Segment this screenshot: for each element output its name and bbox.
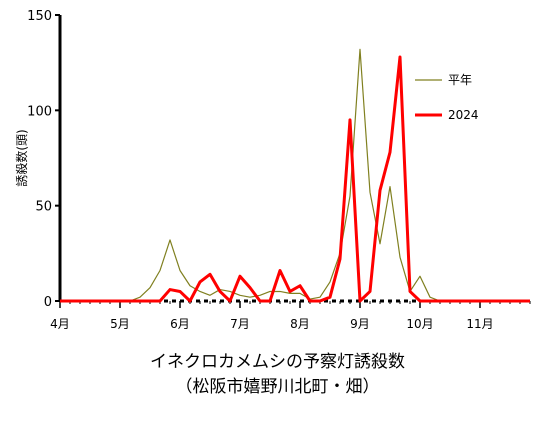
y-tick-label: 150	[27, 9, 52, 24]
chart-subtitle: （松阪市嬉野川北町・畑）	[175, 377, 380, 397]
x-tick-label: 10月	[406, 317, 433, 331]
y-tick-label: 100	[27, 104, 52, 119]
y-tick-label: 0	[44, 295, 52, 310]
x-tick-label: 7月	[230, 317, 250, 331]
x-tick-label: 5月	[110, 317, 130, 331]
legend-label: 2024	[448, 108, 479, 122]
chart-title: イネクロカメムシの予察灯誘殺数	[150, 352, 405, 372]
y-axis-label: 誘殺数(頭)	[14, 129, 29, 186]
series-line-1	[60, 55, 530, 303]
x-tick-label: 8月	[290, 317, 310, 331]
x-tick-label: 6月	[170, 317, 190, 331]
x-tick-label: 4月	[50, 317, 70, 331]
x-tick-label: 11月	[466, 317, 493, 331]
x-tick-label: 9月	[350, 317, 370, 331]
legend-label: 平年	[448, 73, 472, 87]
series-line-0	[60, 48, 530, 302]
y-tick-label: 50	[35, 200, 52, 215]
